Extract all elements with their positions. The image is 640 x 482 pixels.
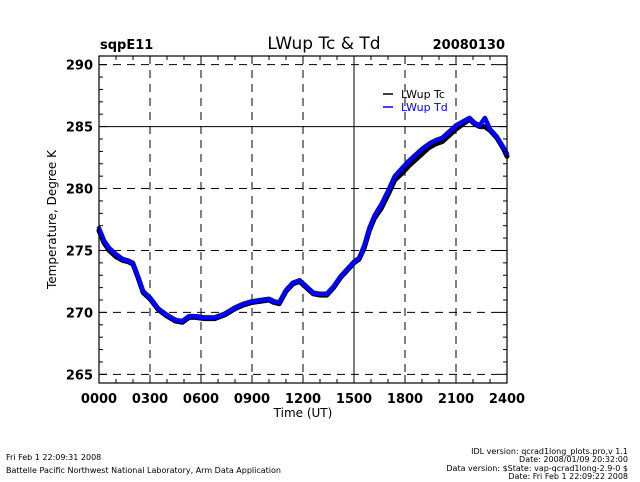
x-tick-label: 1500 [336, 392, 372, 407]
y-tick-label: 275 [66, 244, 93, 259]
footer-version-line: Date: 2008/01/09 20:32:00 [519, 455, 628, 465]
x-axis-label: Time (UT) [273, 406, 333, 420]
x-tick-label: 2400 [489, 392, 525, 407]
footer-version-line: Date: Fri Feb 1 22:09:22 2008 [508, 472, 628, 482]
date-label: 20080130 [432, 38, 505, 53]
chart-title: LWup Tc & Td [267, 34, 381, 54]
x-tick-label: 1200 [285, 392, 321, 407]
legend-label: LWup Tc [401, 88, 445, 101]
x-tick-label: 2100 [438, 392, 474, 407]
grid [99, 56, 507, 383]
footer-timestamp: Fri Feb 1 22:09:31 2008 [6, 453, 102, 462]
x-tick-label: 0300 [132, 392, 168, 407]
y-axis-label: Temperature, Degree K [45, 149, 59, 290]
footer-version-info: IDL version: qcrad1long_plots.pro,v 1.1 … [446, 447, 628, 482]
y-tick-label: 285 [66, 121, 93, 136]
x-tick-label: 0000 [81, 392, 117, 407]
footer-version-line: Data version: $State: vap-qcrad1long-2.9… [446, 463, 628, 473]
footer-version-line: IDL version: qcrad1long_plots.pro,v 1.1 [471, 447, 628, 456]
y-tick-label: 290 [66, 59, 93, 74]
y-tick-label: 270 [66, 306, 93, 321]
site-label: sqpE11 [100, 38, 154, 53]
x-tick-label: 0900 [234, 392, 270, 407]
series-line-lwup-tc [96, 116, 510, 325]
y-tick-label: 265 [66, 368, 93, 383]
legend-label: LWup Td [401, 101, 448, 114]
x-tick-label: 0600 [183, 392, 219, 407]
y-tick-label: 280 [66, 183, 93, 198]
x-tick-label: 1800 [387, 392, 423, 407]
footer-organization: Battelle Pacific Northwest National Labo… [6, 466, 281, 475]
series-line-lwup-td [96, 115, 510, 324]
